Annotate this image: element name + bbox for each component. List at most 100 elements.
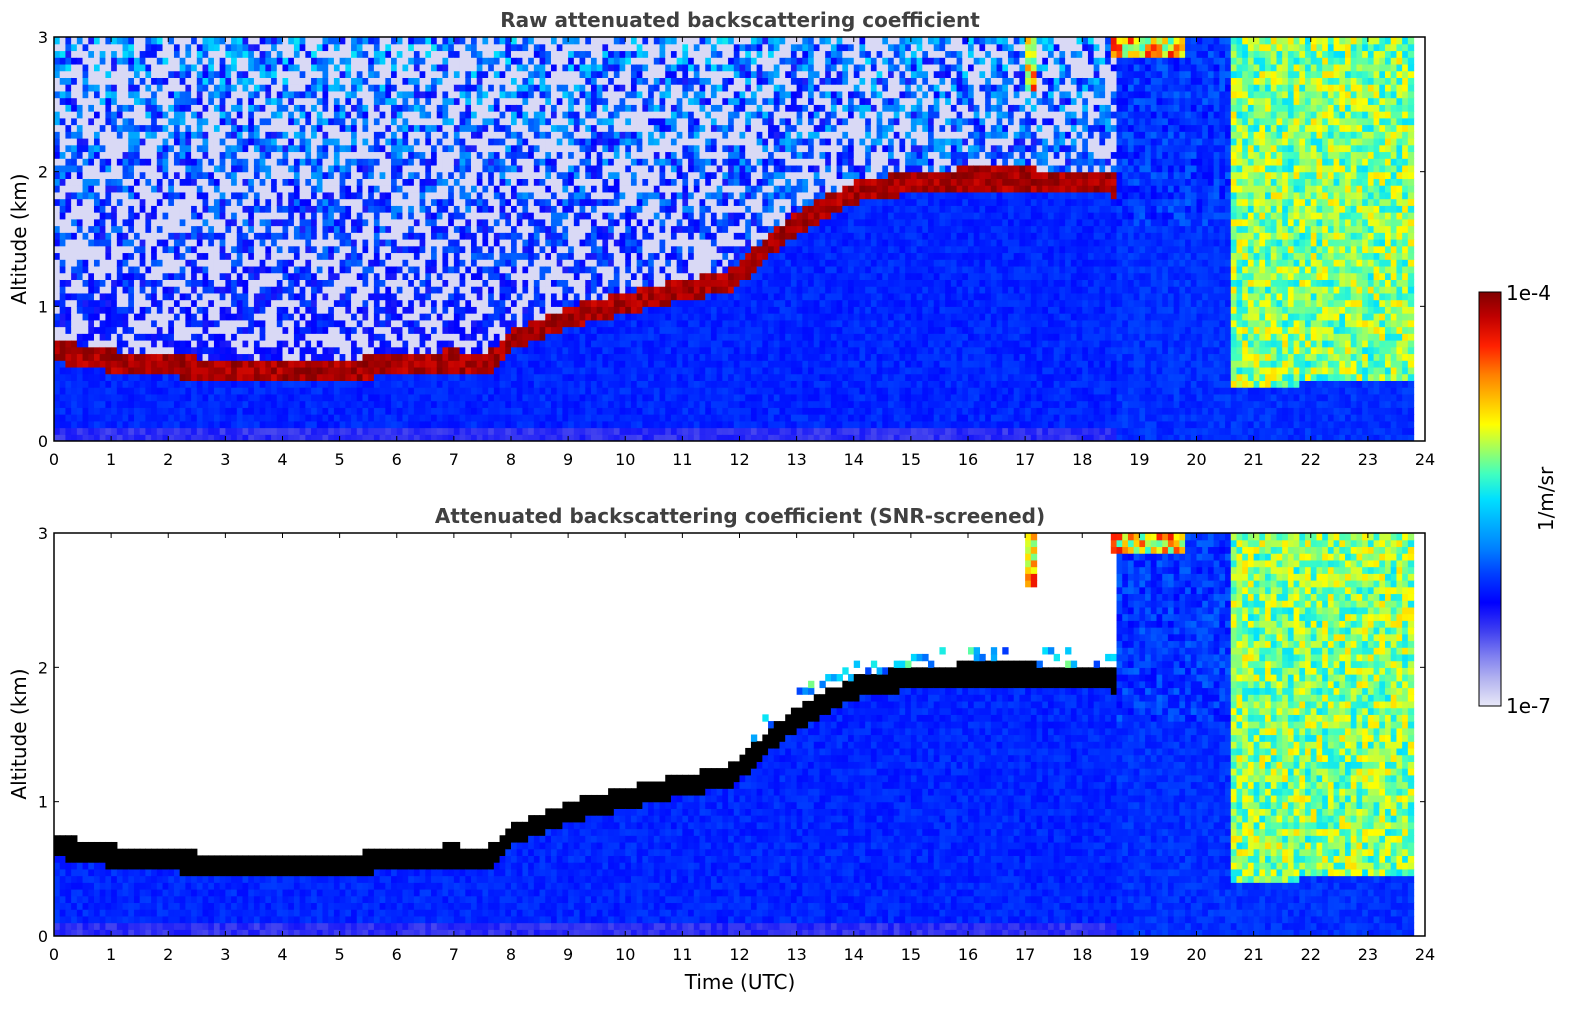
heatmap-cell	[379, 319, 386, 328]
heatmap-cell	[333, 90, 341, 99]
heatmap-cell	[168, 117, 175, 126]
heatmap-cell	[408, 191, 415, 200]
heatmap-cell	[362, 124, 369, 132]
heatmap-cell	[116, 212, 124, 220]
heatmap-cell	[271, 427, 278, 435]
heatmap-cell	[396, 171, 404, 179]
heatmap-cell	[248, 90, 255, 99]
heatmap-cell	[82, 232, 89, 240]
heatmap-cell	[111, 144, 118, 153]
heatmap-cell	[408, 178, 415, 186]
heatmap-cell	[208, 245, 215, 254]
heatmap-cell	[54, 393, 61, 402]
heatmap-cell	[145, 353, 152, 361]
heatmap-cell	[425, 259, 432, 267]
heatmap-cell	[82, 171, 89, 179]
heatmap-cell	[202, 292, 209, 301]
heatmap-cell	[191, 393, 198, 402]
heatmap-cell	[151, 380, 158, 388]
heatmap-cell	[293, 164, 301, 173]
heatmap-cell	[311, 198, 318, 206]
heatmap-cell	[293, 393, 301, 402]
heatmap-cell	[231, 218, 238, 227]
heatmap-cell	[505, 138, 512, 146]
heatmap-cell	[476, 407, 484, 415]
heatmap-cell	[328, 326, 335, 334]
heatmap-cell	[276, 313, 284, 321]
heatmap-cell	[316, 414, 324, 422]
heatmap-cell	[351, 111, 358, 119]
heatmap-cell	[305, 353, 312, 361]
heatmap-cell	[253, 299, 261, 307]
heatmap-cell	[505, 373, 512, 381]
heatmap-cell	[493, 164, 501, 173]
heatmap-cell	[71, 205, 78, 213]
heatmap-cell	[179, 265, 186, 274]
heatmap-cell	[322, 259, 329, 267]
heatmap-cell	[305, 138, 312, 146]
heatmap-cell	[219, 63, 226, 72]
heatmap-cell	[431, 57, 438, 65]
heatmap-cell	[528, 387, 535, 395]
heatmap-cell	[196, 239, 204, 247]
heatmap-cell	[231, 414, 238, 422]
heatmap-cell	[208, 414, 215, 422]
heatmap-cell	[488, 151, 495, 159]
heatmap-cell	[253, 63, 261, 72]
heatmap-cell	[179, 319, 186, 328]
heatmap-cell	[128, 387, 135, 395]
heatmap-cell	[271, 239, 278, 247]
heatmap-cell	[305, 313, 312, 321]
heatmap-cell	[196, 434, 204, 441]
heatmap-cell	[373, 306, 381, 314]
heatmap-cell	[476, 353, 484, 361]
heatmap-cell	[385, 292, 392, 301]
heatmap-cell	[111, 360, 118, 368]
heatmap-cell	[448, 400, 455, 408]
heatmap-cell	[299, 43, 306, 52]
heatmap-cell	[402, 84, 409, 92]
heatmap-cell	[373, 380, 381, 388]
heatmap-cell	[93, 346, 101, 355]
heatmap-cell	[265, 218, 272, 227]
heatmap-cell	[225, 353, 232, 361]
heatmap-cell	[82, 104, 89, 112]
heatmap-cell	[339, 185, 346, 193]
heatmap-cell	[351, 407, 358, 415]
heatmap-cell	[93, 63, 101, 72]
heatmap-cell	[168, 97, 175, 105]
heatmap-cell	[82, 414, 89, 422]
heatmap-cell	[185, 232, 192, 240]
heatmap-cell	[299, 171, 306, 179]
heatmap-cell	[379, 104, 386, 112]
heatmap-cell	[54, 265, 61, 274]
heatmap-cell	[528, 360, 535, 368]
heatmap-cell	[231, 420, 238, 429]
heatmap-cell	[476, 380, 484, 388]
heatmap-cell	[248, 373, 255, 381]
heatmap-cell	[259, 245, 266, 254]
heatmap-cell	[185, 407, 192, 415]
heatmap-cell	[379, 70, 386, 78]
heatmap-cell	[151, 84, 158, 92]
heatmap-cell	[459, 313, 466, 321]
heatmap-cell	[265, 259, 272, 267]
heatmap-cell	[236, 158, 244, 166]
heatmap-cell	[339, 299, 346, 307]
heatmap-cell	[459, 63, 466, 72]
heatmap-cell	[362, 239, 369, 247]
heatmap-cell	[128, 427, 135, 435]
heatmap-cell	[339, 57, 346, 65]
heatmap-cell	[213, 420, 221, 429]
heatmap-cell	[522, 104, 529, 112]
heatmap-cell	[179, 43, 186, 52]
heatmap-cell	[145, 360, 152, 368]
heatmap-cell	[379, 272, 386, 280]
heatmap-cell	[93, 57, 101, 65]
heatmap-cell	[505, 360, 512, 368]
heatmap-cell	[408, 77, 415, 85]
heatmap-cell	[191, 117, 198, 126]
heatmap-cell	[93, 414, 101, 422]
heatmap-cell	[156, 407, 164, 415]
heatmap-cell	[111, 117, 118, 126]
